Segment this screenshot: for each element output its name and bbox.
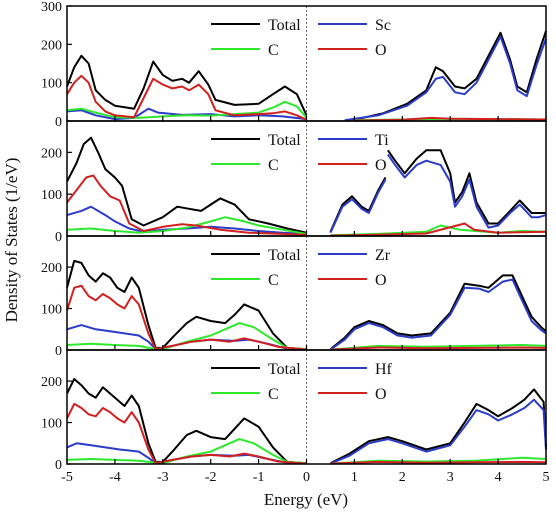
legend-label-total: Total — [268, 132, 301, 149]
x-tick-label: -5 — [61, 470, 73, 485]
legend-label-c: C — [268, 272, 279, 289]
legend-label-total: Total — [268, 17, 301, 34]
series-line-total-1 — [354, 30, 547, 121]
y-tick-label: 200 — [41, 38, 62, 53]
legend: Total Ti C O — [211, 132, 389, 174]
series-line-o-0 — [66, 284, 307, 351]
x-tick-label: 1 — [351, 470, 358, 485]
legend-label-total: Total — [268, 247, 301, 264]
x-tick-label: 5 — [543, 470, 550, 485]
y-tick-label: 200 — [41, 146, 62, 161]
legend-label-c: C — [268, 386, 279, 403]
legend-label-hf: Hf — [375, 361, 393, 378]
series-line-total-1 — [330, 388, 547, 465]
x-tick-label: -3 — [157, 470, 169, 485]
series-line-total-0 — [66, 54, 308, 116]
series-line-o-0 — [66, 74, 307, 121]
panel-ti: 0 100 200 Total Ti C O — [41, 120, 547, 245]
panel-sc: 0 100 200 300 Total Sc C O — [41, 0, 547, 130]
series-line-o-0 — [66, 174, 307, 236]
series-line-hf-1 — [330, 398, 547, 465]
y-tick-label: 0 — [55, 230, 62, 245]
y-tick-label: 0 — [55, 344, 62, 359]
x-axis-title: Energy (eV) — [264, 490, 348, 509]
panel-hf: 0 100 200 -5 -4 -3 -2 -1 0 1 2 3 4 5 Total Hf C O — [41, 349, 550, 485]
legend-label-c: C — [268, 157, 279, 174]
x-tick-label: 4 — [495, 470, 502, 485]
legend: Total Sc C O — [211, 17, 391, 59]
series-line-total-0 — [66, 136, 307, 234]
series-line-c-0 — [66, 100, 308, 119]
y-tick-label: 200 — [41, 375, 62, 390]
legend-label-o: O — [375, 272, 387, 289]
y-tick-label: 200 — [41, 261, 62, 276]
x-tick-label: -4 — [109, 470, 121, 485]
legend: Total Hf C O — [211, 361, 393, 403]
series-line-sc-1 — [344, 35, 547, 122]
legend: Total Zr C O — [211, 247, 391, 289]
x-tick-label: 2 — [399, 470, 406, 485]
series-line-total-1 — [329, 177, 387, 233]
y-tick-label: 0 — [55, 115, 62, 130]
panel-zr: 0 100 200 Total Zr C O — [41, 235, 547, 359]
legend-label-ti: Ti — [375, 132, 389, 149]
y-tick-label: 100 — [41, 303, 62, 318]
legend-label-o: O — [375, 42, 387, 59]
series-line-c-0 — [66, 216, 307, 235]
series-line-sc-0 — [66, 107, 307, 121]
series-line-c-0 — [66, 438, 307, 465]
series-line-c-0 — [66, 322, 307, 351]
series-line-ti-2 — [387, 153, 547, 229]
series-line-total-2 — [387, 149, 546, 225]
y-tick-label: 100 — [41, 77, 62, 92]
x-tick-label: 0 — [303, 470, 310, 485]
series-line-ti-1 — [329, 179, 387, 234]
series-line-o-0 — [66, 402, 307, 465]
series-line-total-1 — [329, 274, 547, 350]
legend-label-o: O — [375, 386, 387, 403]
x-tick-label: 3 — [447, 470, 454, 485]
y-tick-label: 100 — [41, 417, 62, 432]
legend-label-sc: Sc — [375, 17, 391, 34]
series-line-zr-1 — [329, 278, 547, 351]
legend-label-total: Total — [268, 361, 301, 378]
y-axis-title: Density of States (1/eV) — [2, 158, 21, 323]
legend-label-c: C — [268, 42, 279, 59]
x-tick-label: -1 — [253, 470, 265, 485]
y-tick-label: 0 — [55, 458, 62, 473]
y-tick-label: 300 — [41, 0, 62, 15]
series-line-o-1 — [354, 116, 547, 122]
y-tick-label: 100 — [41, 188, 62, 203]
x-tick-label: -2 — [205, 470, 217, 485]
legend-label-o: O — [375, 157, 387, 174]
legend-label-zr: Zr — [375, 247, 391, 264]
